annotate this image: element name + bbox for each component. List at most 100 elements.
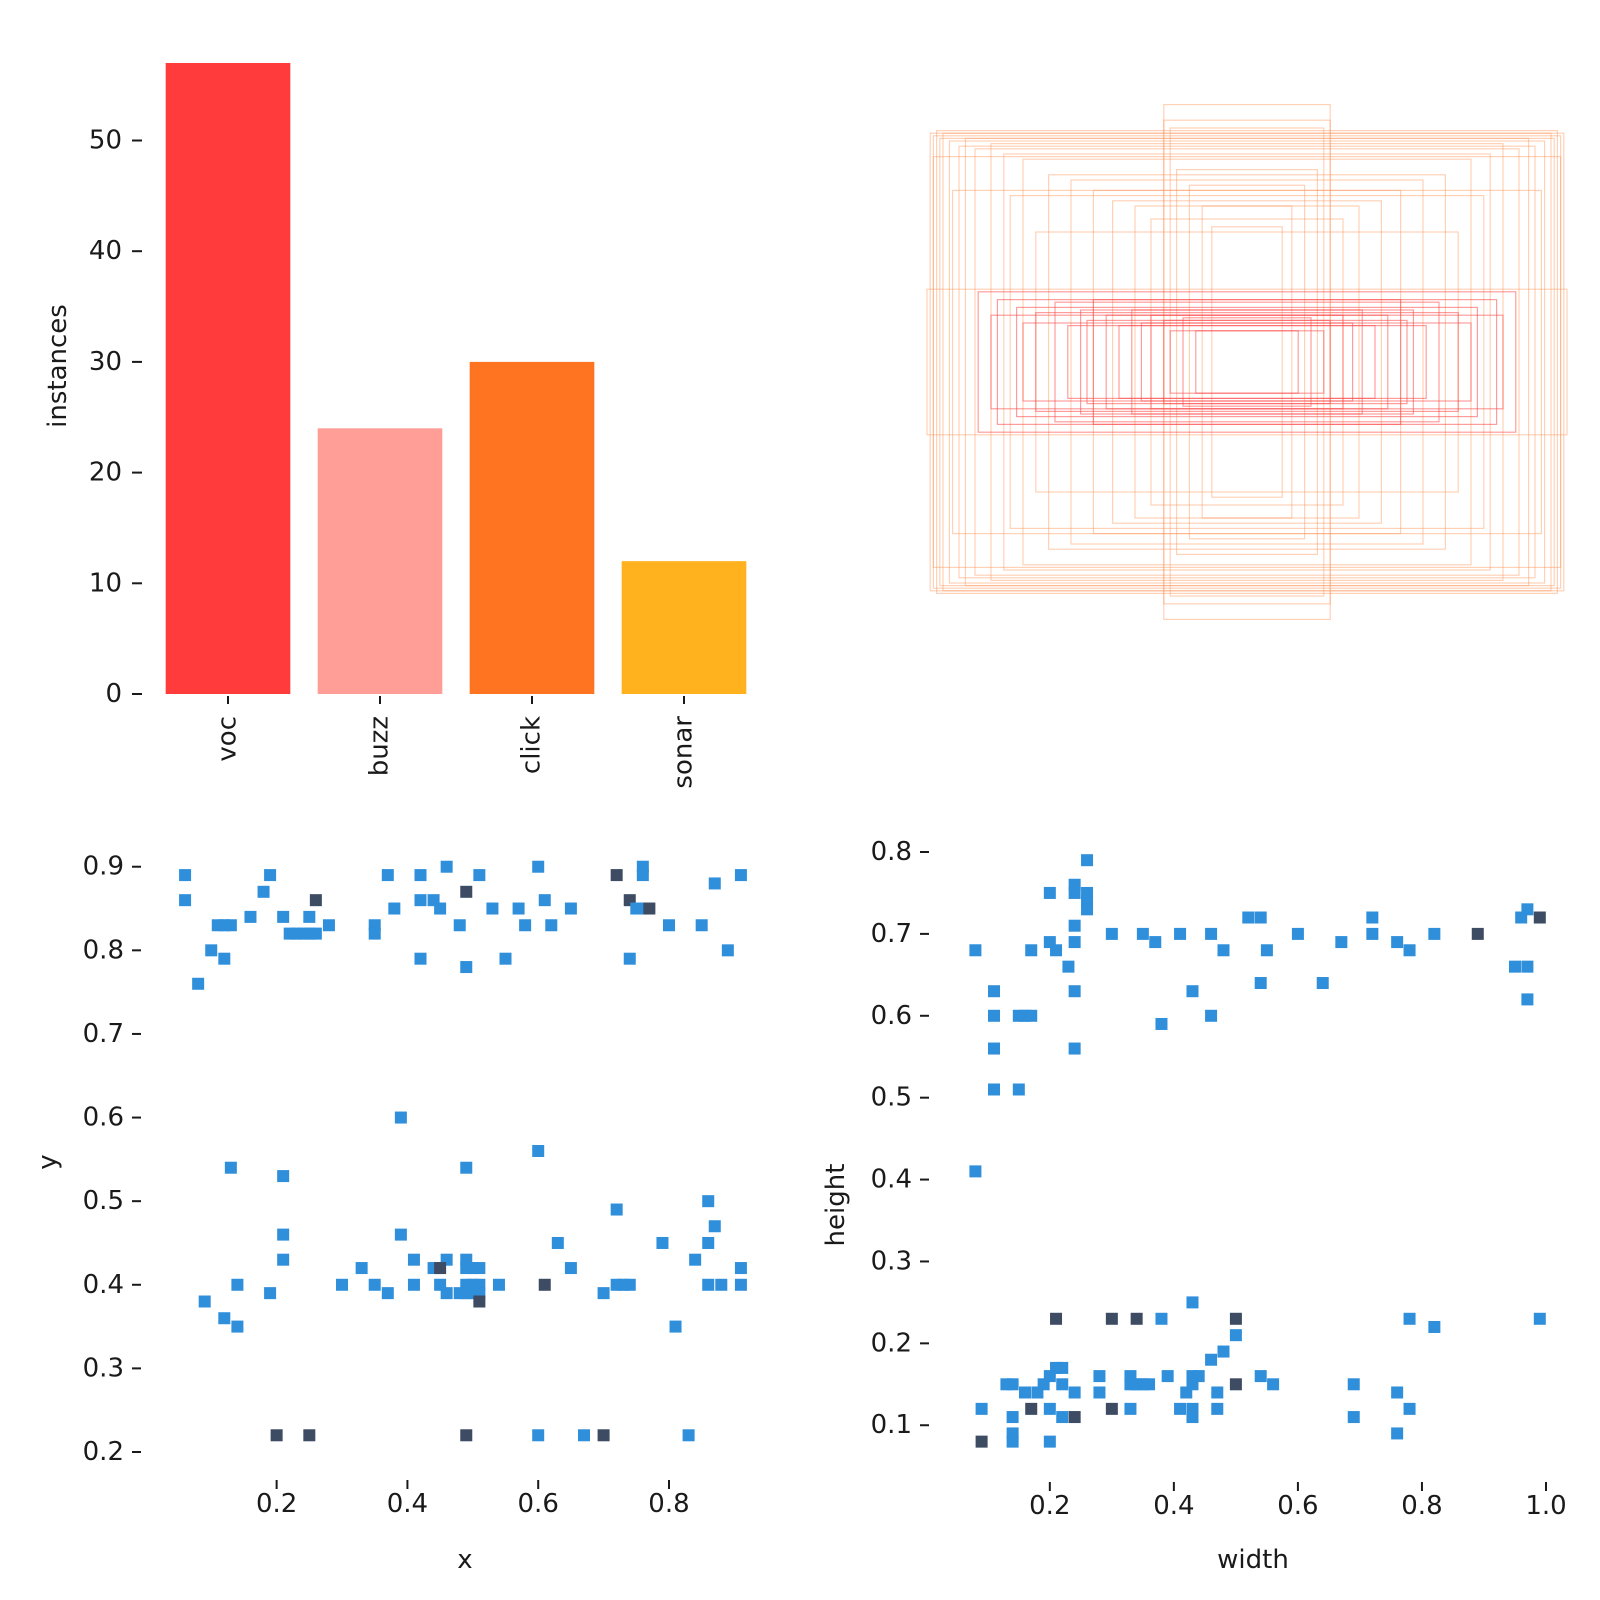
box-outline <box>929 132 1565 592</box>
box-outline <box>926 288 1568 436</box>
box-outline <box>1035 312 1459 413</box>
histogram-cell <box>1186 985 1199 998</box>
y-tick-label: 0.9 <box>83 852 124 882</box>
histogram-cell <box>1229 1329 1242 1342</box>
histogram-cell <box>623 1278 636 1291</box>
histogram-cell <box>1533 1312 1546 1325</box>
bar-chart-panel: voc buzz click sonar 0 10 20 30 40 50 instances <box>43 63 747 789</box>
histogram-cell <box>1155 1312 1168 1325</box>
x-tick-label: 0.2 <box>256 1489 297 1519</box>
histogram-cell <box>1093 1370 1106 1383</box>
histogram-cell <box>988 985 1001 998</box>
histogram-cell <box>1254 1370 1267 1383</box>
histogram-cell <box>394 1228 407 1241</box>
wh-histogram-panel: 0.2 0.4 0.6 0.8 1.0 0.1 0.2 0.3 0.4 0.5 0.6 0.7 0.8 w… <box>821 837 1567 1575</box>
histogram-cell <box>1403 1402 1416 1415</box>
x-tick-label: 0.4 <box>1153 1491 1194 1521</box>
histogram-cell <box>532 1145 545 1157</box>
histogram-cell <box>1229 1312 1242 1325</box>
histogram-cell <box>1025 944 1038 957</box>
histogram-cell <box>1186 1296 1199 1309</box>
histogram-cell <box>1081 854 1094 867</box>
histogram-cell <box>198 1295 211 1308</box>
histogram-cell <box>492 1278 505 1291</box>
y-tick-label: 0.1 <box>871 1410 912 1440</box>
histogram-cell <box>231 1320 244 1333</box>
y-tick-label: 40 <box>89 236 122 266</box>
histogram-cell <box>1136 927 1149 940</box>
histogram-cell <box>610 869 623 882</box>
box-outline <box>1150 314 1344 410</box>
histogram-cell <box>1391 936 1404 949</box>
box-outline <box>1118 325 1376 400</box>
bar-buzz <box>317 428 443 694</box>
histogram-cell <box>1217 944 1230 957</box>
histogram-cell <box>434 1262 447 1275</box>
bar-sonar <box>621 561 747 694</box>
histogram-cell <box>1068 936 1081 949</box>
histogram-cell <box>270 1429 283 1442</box>
histogram-cell <box>1031 1386 1044 1399</box>
histogram-cell <box>656 1236 669 1249</box>
y-tick-label: 0.7 <box>871 919 912 949</box>
histogram-cell <box>277 1253 290 1266</box>
histogram-cell <box>309 927 322 940</box>
box-outline <box>958 145 1536 579</box>
x-tick-label: 0.4 <box>387 1489 428 1519</box>
histogram-cell <box>721 944 734 957</box>
box-outline <box>1195 330 1299 394</box>
histogram-cell <box>1130 1312 1143 1325</box>
histogram-cell <box>1254 911 1267 924</box>
histogram-cell <box>1229 1378 1242 1391</box>
box-outline <box>951 189 1542 535</box>
histogram-cell <box>682 1429 695 1442</box>
histogram-cell <box>538 894 551 907</box>
histogram-cell <box>1155 1017 1168 1030</box>
box-outline <box>932 156 1562 568</box>
histogram-cell <box>1124 1402 1137 1415</box>
histogram-cell <box>1347 1378 1360 1391</box>
box-outline <box>948 140 1546 584</box>
histogram-cell <box>1019 1009 1032 1022</box>
y-tick-label: 0.3 <box>871 1246 912 1276</box>
histogram-cell <box>1211 1402 1224 1415</box>
y-tick-label: 0.4 <box>871 1165 912 1195</box>
histogram-cell <box>277 1170 290 1183</box>
histogram-cell <box>336 1278 349 1291</box>
box-outline <box>1047 174 1446 550</box>
histogram-cell <box>414 869 427 882</box>
histogram-cell <box>1174 927 1187 940</box>
box-outline <box>1163 119 1331 605</box>
histogram-cell <box>564 902 577 915</box>
box-outline <box>1188 184 1306 540</box>
histogram-cell <box>1521 960 1534 973</box>
histogram-cell <box>1428 927 1441 940</box>
histogram-cell <box>1043 1402 1056 1415</box>
box-outline <box>1092 189 1402 535</box>
histogram-cell <box>1043 1435 1056 1448</box>
xy-histogram-panel: 0.2 0.4 0.6 0.8 0.2 0.3 0.4 0.5 0.6 0.7 0.8 0.9 x y <box>33 852 747 1575</box>
histogram-cell <box>975 1435 988 1448</box>
histogram-cell <box>1217 1345 1230 1358</box>
y-tick-label: 0.8 <box>871 837 912 867</box>
histogram-cell <box>1403 944 1416 957</box>
histogram-cell <box>577 1429 590 1442</box>
histogram-cell <box>1006 1411 1019 1424</box>
histogram-cell <box>355 1262 368 1275</box>
histogram-cell <box>1205 927 1218 940</box>
y-tick-label: 0.5 <box>83 1186 124 1216</box>
histogram-cell <box>597 1429 610 1442</box>
y-tick-label: 0.7 <box>83 1019 124 1049</box>
histogram-cell <box>988 1042 1001 1055</box>
histogram-cell <box>1043 886 1056 899</box>
histogram-cell <box>1428 1320 1441 1333</box>
x-tick-label: 0.8 <box>1401 1491 1442 1521</box>
histogram-cell <box>1267 1378 1280 1391</box>
histogram-cell <box>1521 993 1534 1006</box>
x-tick-label: 0.6 <box>518 1489 559 1519</box>
histogram-cell <box>368 927 381 940</box>
y-tick-label: 0.2 <box>871 1328 912 1358</box>
histogram-cell <box>1291 927 1304 940</box>
histogram-cell <box>512 902 525 915</box>
histogram-cell <box>460 885 473 898</box>
